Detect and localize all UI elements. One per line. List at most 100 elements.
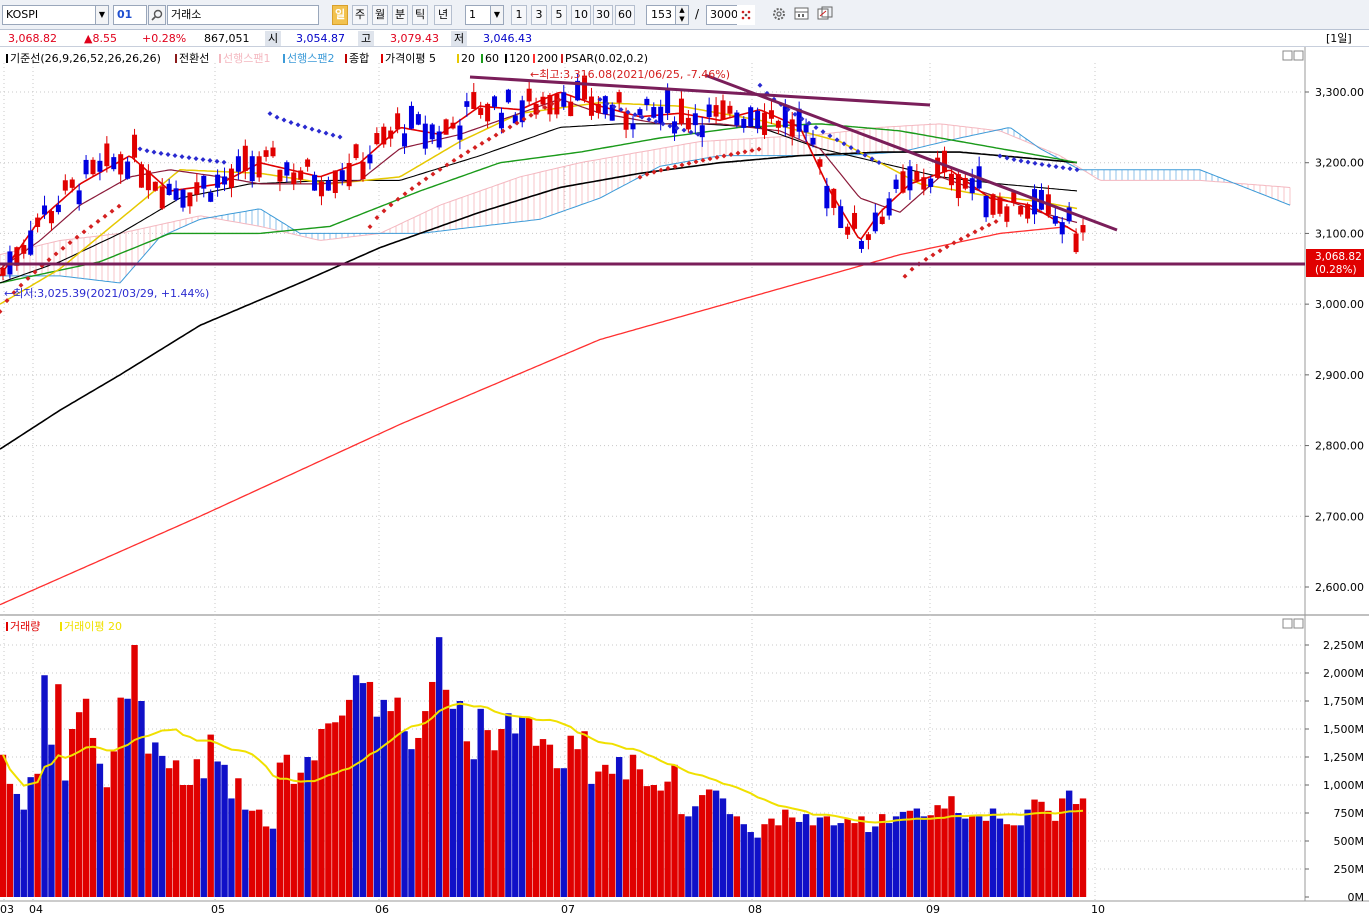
volume-bar — [477, 708, 484, 897]
total-input[interactable]: 3000 — [706, 5, 738, 25]
interval-60-button[interactable]: 60 — [615, 5, 635, 25]
resistance-trendline[interactable] — [469, 75, 931, 107]
psar-dot — [1025, 159, 1031, 165]
symbol-dropdown-icon[interactable]: ▼ — [95, 5, 109, 25]
low-annotation: ←최저:3,025.39(2021/03/29, +1.44%) — [4, 287, 209, 300]
psar-dot — [660, 121, 666, 127]
volume-bar — [920, 816, 927, 897]
candle-body — [35, 217, 41, 227]
volume-legend-swatch — [60, 622, 62, 631]
period-week-button[interactable]: 주 — [352, 5, 368, 25]
volume-bar — [242, 809, 249, 897]
candle-body — [360, 161, 366, 180]
legend-label: 전환선 — [179, 52, 209, 65]
current-price: 3,068.82 — [8, 32, 57, 45]
volume-tick-label: 750M — [1334, 807, 1365, 820]
candle-body — [512, 115, 518, 124]
legend-label: 가격이평 5 — [385, 52, 436, 65]
price-panel-options-icon[interactable] — [1282, 50, 1304, 61]
volume-panel-options-icon[interactable] — [1282, 618, 1304, 629]
x-tick-label: 04 — [29, 903, 43, 916]
volume-bar — [1017, 825, 1024, 897]
indicator-panel-icon[interactable] — [791, 5, 813, 25]
last-price-tag-pct: (0.28%) — [1315, 264, 1357, 276]
candle-body — [166, 183, 172, 195]
interval-input[interactable]: 1 — [465, 5, 491, 25]
descending-trendline[interactable] — [704, 73, 1118, 232]
psar-dot — [535, 108, 541, 114]
psar-dot — [681, 127, 687, 133]
candle-body — [1073, 233, 1079, 253]
interval-dropdown-icon[interactable]: ▼ — [490, 5, 504, 25]
search-icon[interactable] — [148, 5, 166, 25]
volume-bar — [145, 753, 152, 897]
candle-body — [692, 113, 698, 126]
volume-bar — [1031, 799, 1038, 897]
candle-body — [831, 188, 837, 208]
candle-body — [955, 174, 961, 199]
volume-bar — [283, 754, 291, 897]
chart-compare-icon[interactable] — [814, 5, 836, 25]
volume-bar — [13, 793, 21, 897]
candle-body — [630, 123, 636, 130]
period-minute-button[interactable]: 분 — [392, 5, 408, 25]
total-expand-icon[interactable] — [737, 5, 755, 25]
interval-10-button[interactable]: 10 — [571, 5, 591, 25]
interval-30-button[interactable]: 30 — [593, 5, 613, 25]
interval-1-button[interactable]: 1 — [511, 5, 527, 25]
volume-bar — [664, 781, 671, 897]
psar-dot — [848, 145, 854, 151]
psar-dot — [597, 96, 603, 102]
psar-dot — [381, 208, 387, 214]
volume-bar — [345, 699, 353, 897]
legend-label: 기준선(26,9,26,52,26,26,26) — [10, 52, 161, 65]
stock-chart[interactable]: 3,300.00 3,200.00 3,100.00 3,000.00 2,900.00… — [0, 47, 1369, 917]
candle-body — [609, 104, 615, 121]
volume-bar — [165, 768, 173, 897]
psar-dot — [799, 116, 805, 122]
psar-dot — [951, 240, 957, 246]
volume-bar — [255, 809, 263, 897]
volume-bar — [55, 684, 62, 897]
psar-dot — [937, 248, 943, 254]
candle-body — [339, 170, 345, 181]
candle-body — [208, 192, 214, 202]
code-input[interactable]: 01 — [113, 5, 147, 25]
volume-bar — [235, 778, 242, 897]
settings-gear-icon[interactable] — [768, 5, 790, 25]
candle-body — [104, 143, 110, 167]
count-stepper-icon[interactable]: ▲ ▼ — [675, 5, 689, 25]
interval-3-button[interactable]: 3 — [531, 5, 547, 25]
candle-body — [817, 159, 823, 167]
candle-body — [789, 119, 795, 137]
psar-dot — [707, 156, 713, 162]
candle-body — [0, 267, 6, 276]
volume-bar — [359, 683, 367, 897]
candle-body — [222, 176, 228, 185]
volume-bar — [636, 769, 644, 897]
psar-dot — [674, 125, 680, 131]
volume-bar — [546, 744, 554, 897]
psar-dot — [200, 157, 206, 163]
volume-bar — [6, 783, 14, 897]
psar-dot — [437, 166, 443, 172]
interval-5-button[interactable]: 5 — [551, 5, 567, 25]
candle-body — [803, 124, 809, 133]
symbol-select[interactable]: KOSPI — [2, 5, 96, 25]
period-day-button[interactable]: 일 — [332, 5, 348, 25]
count-input[interactable]: 153 — [646, 5, 676, 25]
period-month-button[interactable]: 월 — [372, 5, 388, 25]
period-badge[interactable]: [1일] — [1326, 32, 1352, 45]
candle-body — [568, 101, 574, 117]
psar-dot — [742, 149, 748, 155]
candle-body — [561, 92, 567, 107]
period-year-button[interactable]: 년 — [434, 5, 452, 25]
legend-swatch — [505, 54, 507, 63]
x-tick-label: 08 — [748, 903, 762, 916]
volume-bar — [595, 771, 602, 897]
volume-bar — [498, 729, 505, 897]
psar-dot — [611, 104, 617, 110]
volume-bar — [1045, 810, 1052, 897]
period-tick-button[interactable]: 틱 — [412, 5, 428, 25]
psar-dot — [493, 132, 499, 138]
